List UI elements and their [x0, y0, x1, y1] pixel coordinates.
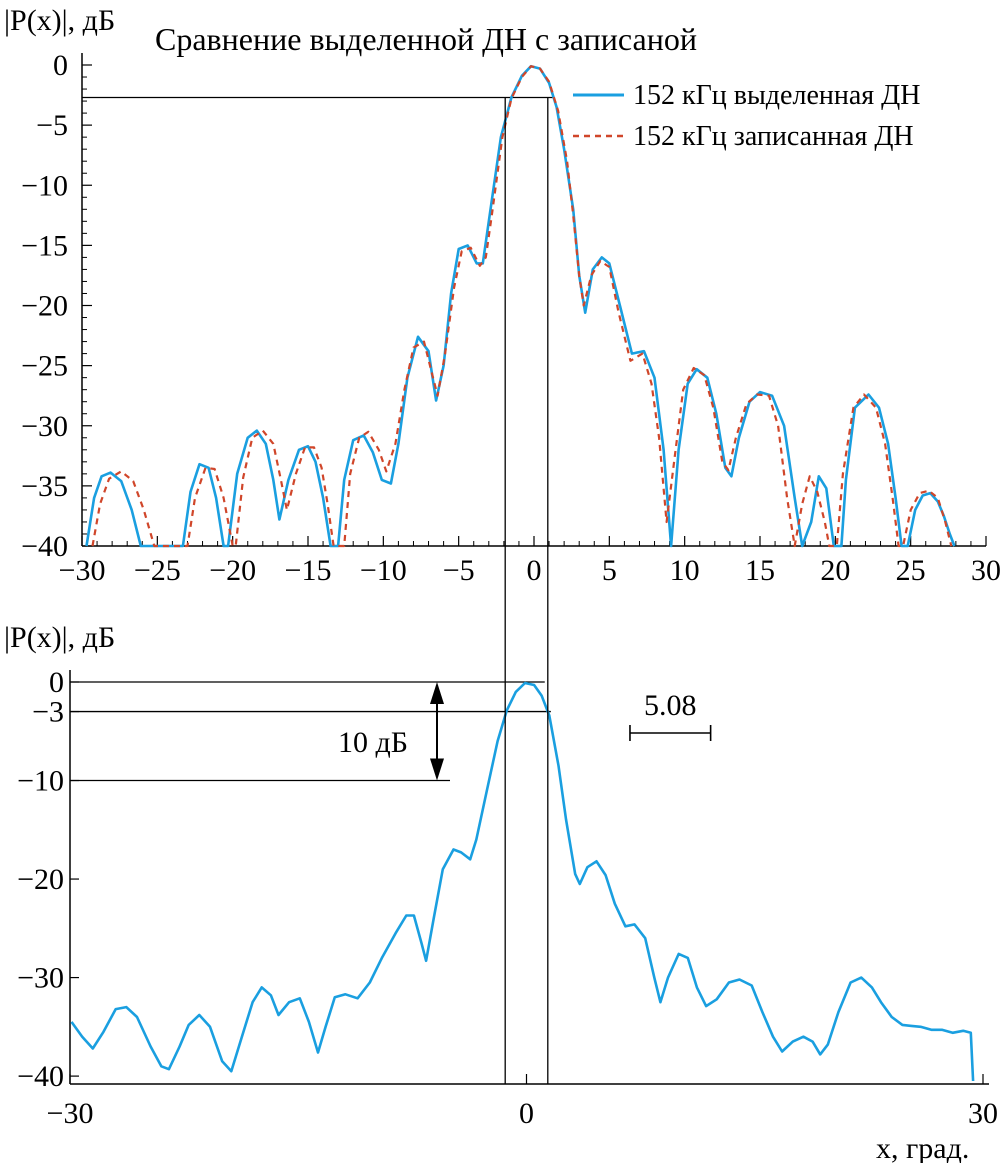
top-y-tick-label: −30	[21, 410, 68, 443]
top-y-tick-label: −35	[21, 470, 68, 503]
db-range-arrow-head-down	[430, 758, 444, 781]
bottom-y-tick-label: −3	[32, 696, 64, 729]
bottom-chart: |P(x)|, дБ −30 0 300−3−10−20−30−40 10 дБ 5…	[4, 621, 998, 1163]
width-label: 5.08	[644, 689, 697, 722]
bottom-series	[70, 681, 975, 1082]
top-y-tick-label: −20	[21, 290, 68, 323]
bottom-x-tick-label: −30	[47, 1097, 94, 1130]
series-line-recorded	[91, 65, 953, 548]
top-y-tick-label: −5	[36, 109, 68, 142]
legend: 152 кГц выделенная ДН 152 кГц записанная…	[573, 80, 920, 152]
bottom-y-tick-label: 0	[49, 666, 64, 699]
top-chart: Сравнение выделенной ДН с записаной |P(x…	[4, 4, 1001, 587]
bottom-axes	[69, 670, 989, 1085]
top-ticks: −30 −25 −20 −15 −10 −5 0 5 10 15 20 25 30 0 −5 −10 −15 −2…	[21, 49, 1001, 587]
top-x-tick-label: −10	[360, 554, 407, 587]
top-x-tick-label: −20	[209, 554, 256, 587]
top-x-tick-label: −30	[59, 554, 106, 587]
bottom-y-tick-label: −40	[17, 1060, 64, 1093]
legend-label-selected: 152 кГц выделенная ДН	[633, 80, 920, 111]
top-x-tick-label: 30	[971, 554, 1001, 587]
top-y-tick-label: 0	[53, 49, 68, 82]
bottom-y-tick-label: −30	[17, 962, 64, 995]
bottom-y-axis-label: |P(x)|, дБ	[4, 621, 115, 654]
bottom-y-tick-label: −20	[17, 863, 64, 896]
bottom-series-line	[70, 681, 975, 1082]
top-x-tick-label: 5	[602, 554, 617, 587]
top-x-tick-label: −5	[443, 554, 475, 587]
top-y-tick-label: −15	[21, 229, 68, 262]
top-x-tick-label: 15	[745, 554, 775, 587]
bottom-y-tick-label: −10	[17, 765, 64, 798]
bottom-x-tick-label: 30	[968, 1097, 998, 1130]
x-axis-label: x, град.	[876, 1132, 969, 1163]
legend-label-recorded: 152 кГц записанная ДН	[633, 121, 914, 152]
beam-width-verticals	[504, 97, 549, 1084]
bottom-annotations: 10 дБ 5.08	[70, 681, 712, 782]
top-x-tick-label: 10	[670, 554, 700, 587]
db-range-arrow-head-up	[430, 682, 444, 704]
db-range-label: 10 дБ	[338, 726, 408, 759]
top-x-tick-label: −15	[285, 554, 332, 587]
top-chart-title: Сравнение выделенной ДН с записаной	[155, 21, 697, 57]
top-y-tick-label: −40	[21, 530, 68, 563]
bottom-x-tick-label: 0	[519, 1097, 534, 1130]
bottom-ticks: −30 0 300−3−10−20−30−40	[17, 666, 998, 1130]
top-y-tick-label: −10	[21, 169, 68, 202]
top-x-tick-label: −25	[134, 554, 181, 587]
top-y-axis-label: |P(x)|, дБ	[4, 4, 115, 37]
top-series	[85, 64, 956, 548]
top-x-tick-label: 25	[896, 554, 926, 587]
top-x-tick-label: 20	[820, 554, 850, 587]
top-y-tick-label: −25	[21, 350, 68, 383]
top-x-tick-label: 0	[527, 554, 542, 587]
